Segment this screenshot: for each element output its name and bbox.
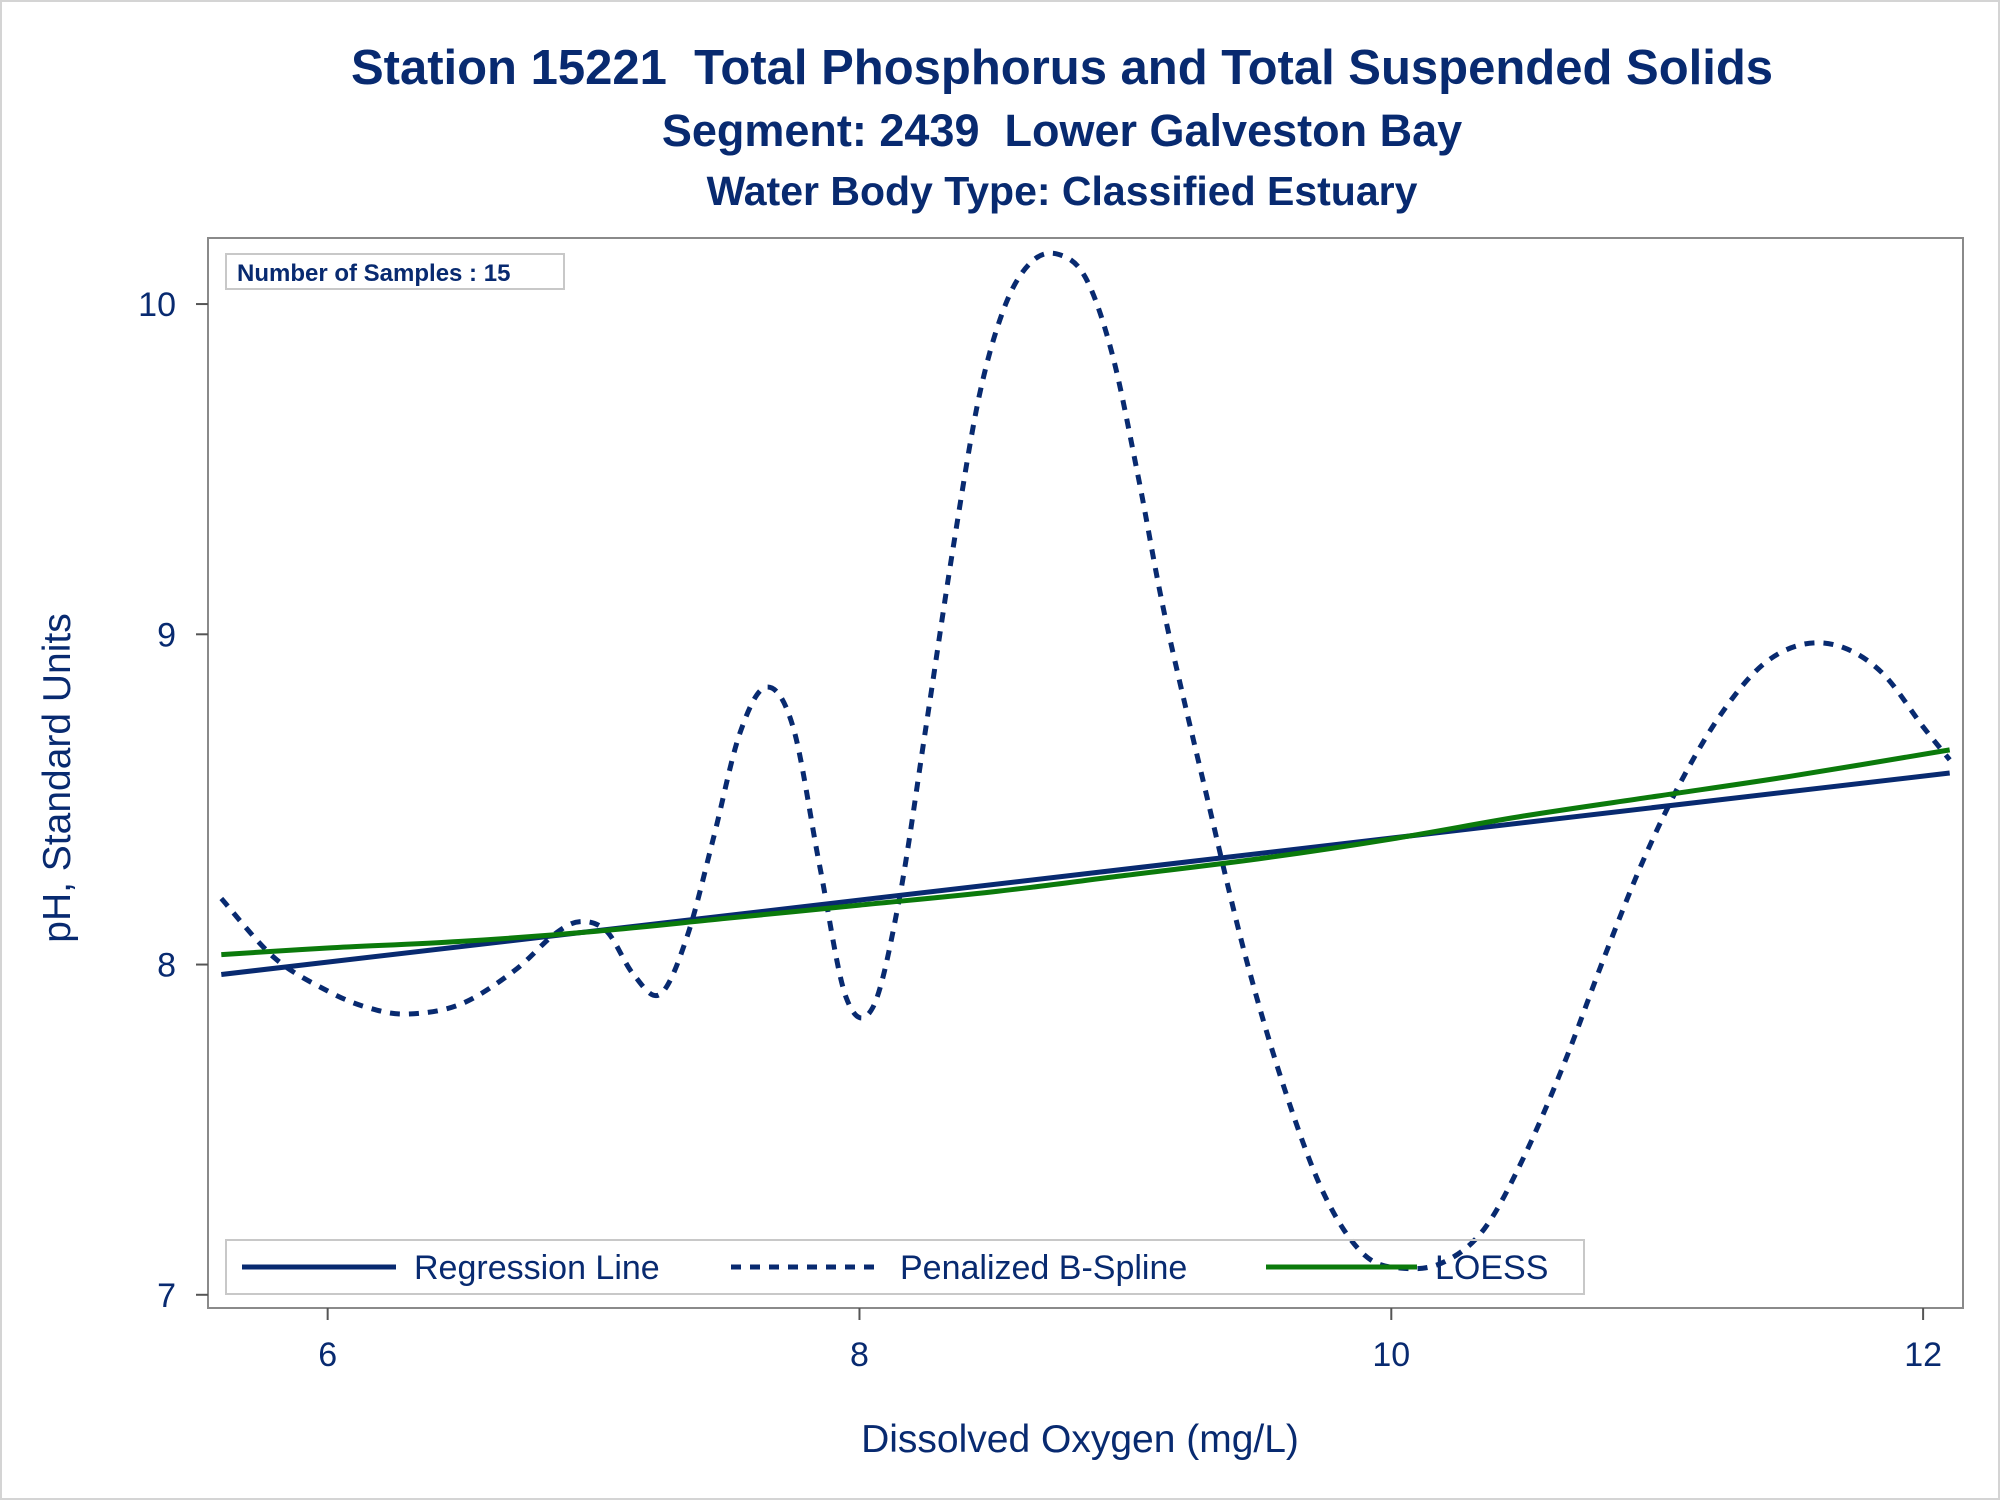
series-layer xyxy=(219,250,1952,1272)
legend-label-penalized-b-spline: Penalized B-Spline xyxy=(900,1249,1187,1287)
x-tick-label: 6 xyxy=(318,1336,337,1374)
samples-inset-label: Number of Samples : 15 xyxy=(237,260,510,287)
samples-inset: Number of Samples : 15 xyxy=(225,253,565,290)
x-axis-label: Dissolved Oxygen (mg/L) xyxy=(861,1418,1299,1461)
axes-layer: 6 8 10 12 7 8 9 10 xyxy=(138,237,1964,1374)
y-tick-label: 10 xyxy=(138,286,176,324)
x-tick-label: 10 xyxy=(1372,1336,1410,1374)
chart-subtitle: Segment: 2439 Lower Galveston Bay xyxy=(661,105,1463,156)
legend-label-loess: LOESS xyxy=(1435,1249,1548,1287)
y-tick-label: 7 xyxy=(157,1277,176,1315)
x-tick-label: 12 xyxy=(1904,1336,1942,1374)
y-tick-label: 9 xyxy=(157,616,176,654)
series-line-penalized-b-spline xyxy=(219,250,1952,1272)
x-tick-label: 8 xyxy=(850,1336,869,1374)
series-line-regression-line xyxy=(221,770,1950,977)
chart-title: Station 15221 Total Phosphorus and Total… xyxy=(350,41,1774,95)
y-tick-label: 8 xyxy=(157,947,176,985)
series-line-loess xyxy=(221,747,1951,958)
chart-subtitle-2: Water Body Type: Classified Estuary xyxy=(706,168,1418,214)
samples-inset-box xyxy=(225,253,565,290)
legend-label-regression-line: Regression Line xyxy=(414,1249,660,1287)
y-axis-label: pH, Standard Units xyxy=(36,613,79,943)
legend-box xyxy=(225,1239,1585,1295)
legend: Regression Line Penalized B-Spline LOESS xyxy=(225,1239,1585,1295)
plot-area-frame xyxy=(207,237,1964,1309)
